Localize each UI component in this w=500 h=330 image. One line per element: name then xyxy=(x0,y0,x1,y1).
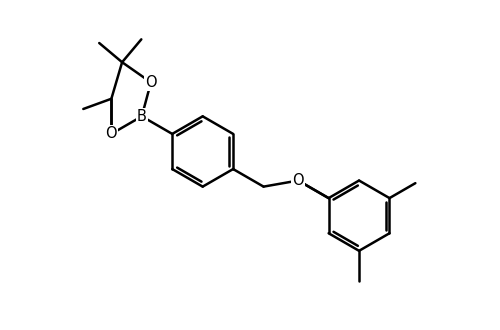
Text: O: O xyxy=(106,126,117,142)
Text: B: B xyxy=(137,109,146,124)
Text: O: O xyxy=(292,173,304,188)
Text: O: O xyxy=(145,75,156,90)
